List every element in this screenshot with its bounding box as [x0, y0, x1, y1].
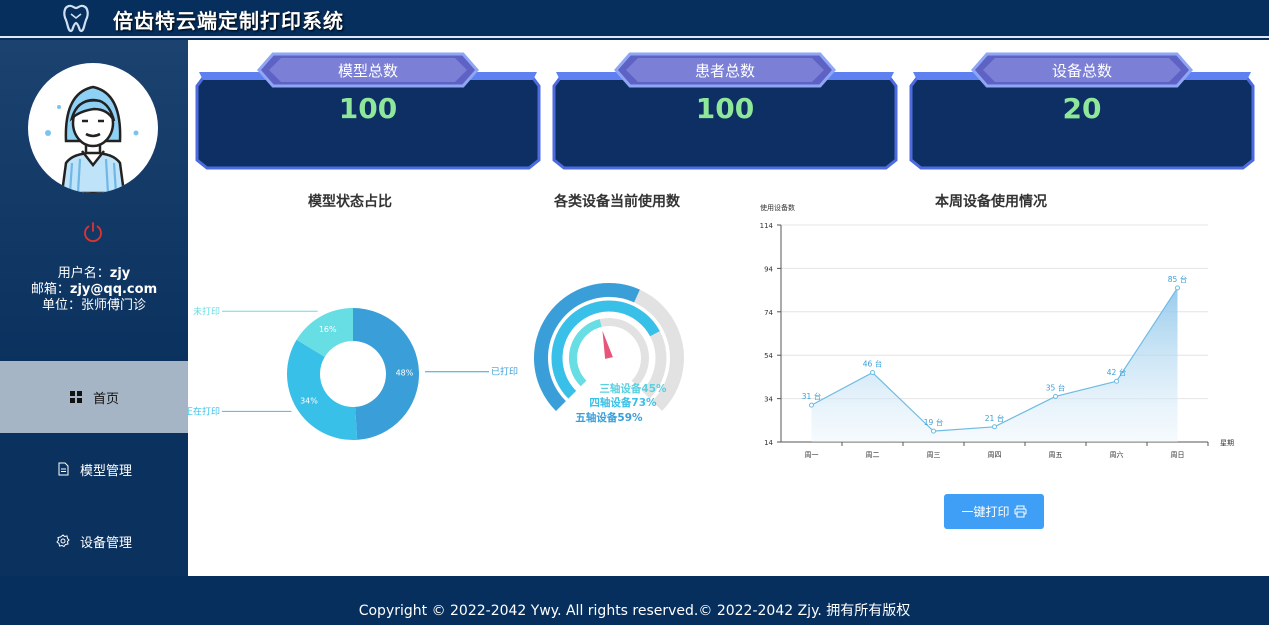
gauge-series-label: 五轴设备59%: [575, 411, 643, 424]
pie-legend-label: 未打印: [193, 305, 220, 317]
sidebar-item-model-management[interactable]: 模型管理: [0, 433, 188, 505]
gear-icon: [56, 534, 70, 548]
area-fill: [811, 287, 1178, 442]
data-label: 21 台: [985, 413, 1004, 423]
avatar: [28, 63, 158, 193]
y-tick-label: 94: [764, 265, 773, 273]
username-row: 用户名：zjy: [57, 266, 131, 281]
email-row: 邮箱：zjy@qq.com: [30, 282, 158, 297]
line-chart-title: 本周设备使用情况: [935, 194, 1047, 210]
sidebar-item-label: 模型管理: [79, 463, 132, 479]
y-tick-label: 74: [764, 309, 773, 317]
stat-card-devices: 设备总数 20: [907, 44, 1257, 170]
gauge-chart-title: 各类设备当前使用数: [554, 194, 680, 210]
data-label: 19 台: [924, 417, 943, 427]
gauge-progress: [534, 283, 640, 412]
y-tick-label: 34: [764, 396, 773, 404]
sidebar-nav: 首页 模型管理 设备管理: [0, 361, 188, 577]
stat-value: 100: [695, 92, 755, 125]
gauge-chart: 三轴设备45%四轴设备73% 五轴设备59%: [534, 283, 684, 424]
app-title: 倍齿特云端定制打印系统: [113, 9, 344, 33]
data-label: 85 台: [1168, 274, 1187, 284]
stat-card-patients: 患者总数 100: [550, 44, 900, 170]
stat-card-models: 模型总数 100: [193, 44, 543, 170]
x-tick-label: 周三: [927, 451, 941, 459]
gauge-progress: [569, 319, 602, 387]
power-icon[interactable]: [82, 221, 104, 243]
tech-frame-decoration: [909, 52, 1255, 170]
pie-slice-label: 34%: [300, 397, 318, 406]
print-button[interactable]: 一键打印: [944, 494, 1044, 529]
pie-chart: 48% 已打印 34% 正在打印 16% 未打印: [188, 305, 518, 440]
data-point: [992, 424, 997, 430]
sidebar-item-device-management[interactable]: 设备管理: [0, 505, 188, 577]
sidebar-item-home[interactable]: 首页: [0, 361, 188, 433]
pie-slice: [296, 308, 353, 357]
gauge-progress: [551, 300, 660, 399]
y-tick-label: 14: [764, 439, 773, 447]
gauge-series-label: 三轴设备45%: [599, 382, 667, 395]
gauge-pointer: [602, 330, 613, 359]
main-content: 模型总数 100 患者总数 100 设备总数 20 模型状态占比 各类设备当前使…: [188, 40, 1269, 576]
data-point: [931, 428, 936, 434]
pie-slice-label: 16%: [319, 325, 337, 334]
pie-legend-label: 已打印: [491, 366, 518, 378]
pie-chart-title: 模型状态占比: [308, 194, 392, 210]
print-button-label: 一键打印: [961, 505, 1010, 519]
document-icon: [58, 462, 69, 476]
data-point: [1175, 285, 1180, 291]
stat-value: 20: [1062, 92, 1102, 125]
x-tick-label: 周日: [1171, 451, 1185, 459]
pie-legend-label: 正在打印: [188, 405, 220, 417]
data-label: 35 台: [1046, 382, 1065, 392]
y-tick-label: 54: [764, 352, 773, 360]
tooth-logo-icon: [63, 4, 89, 33]
sidebar: 用户名：zjy 邮箱：zjy@qq.com 单位：张师傅门诊 首页 模型管理 设…: [0, 40, 188, 576]
x-tick-label: 周四: [988, 451, 1002, 459]
sidebar-item-label: 首页: [92, 391, 119, 407]
data-point: [1114, 378, 1119, 384]
stat-label: 患者总数: [694, 62, 755, 80]
user-avatar-icon: [45, 85, 139, 193]
data-point: [1053, 393, 1058, 399]
stat-value: 100: [338, 92, 398, 125]
data-label: 31 台: [802, 391, 821, 401]
data-label: 46 台: [863, 359, 882, 369]
footer: Copyright © 2022-2042 Ywy. All rights re…: [0, 576, 1269, 625]
tech-frame-decoration: [552, 52, 898, 170]
x-tick-label: 周五: [1049, 451, 1063, 459]
user-info: 用户名：zjy 邮箱：zjy@qq.com 单位：张师傅门诊: [0, 266, 188, 314]
x-tick-label: 周六: [1110, 450, 1124, 459]
stat-label: 模型总数: [337, 62, 398, 80]
top-bar: 倍齿特云端定制打印系统: [0, 0, 1269, 38]
x-tick-label: 周一: [805, 451, 819, 459]
gauge-series-label: 四轴设备73%: [589, 396, 657, 409]
data-point: [870, 370, 875, 376]
x-axis-label: 星期: [1220, 439, 1234, 447]
sidebar-item-label: 设备管理: [79, 535, 132, 551]
copyright-text: Copyright © 2022-2042 Ywy. All rights re…: [358, 603, 911, 619]
unit-row: 单位：张师傅门诊: [41, 298, 147, 313]
y-tick-label: 114: [760, 222, 774, 230]
grid-icon: [69, 391, 82, 403]
stat-label: 设备总数: [1051, 62, 1112, 80]
pie-slice: [353, 308, 419, 440]
x-tick-label: 周二: [866, 451, 880, 459]
pie-slice: [287, 339, 358, 440]
data-label: 42 台: [1107, 367, 1126, 377]
printer-icon: [1014, 505, 1026, 518]
pie-slice-label: 48%: [396, 368, 414, 377]
y-axis-label: 使用设备数: [760, 203, 795, 212]
data-point: [809, 402, 814, 408]
tech-frame-decoration: [195, 52, 541, 170]
